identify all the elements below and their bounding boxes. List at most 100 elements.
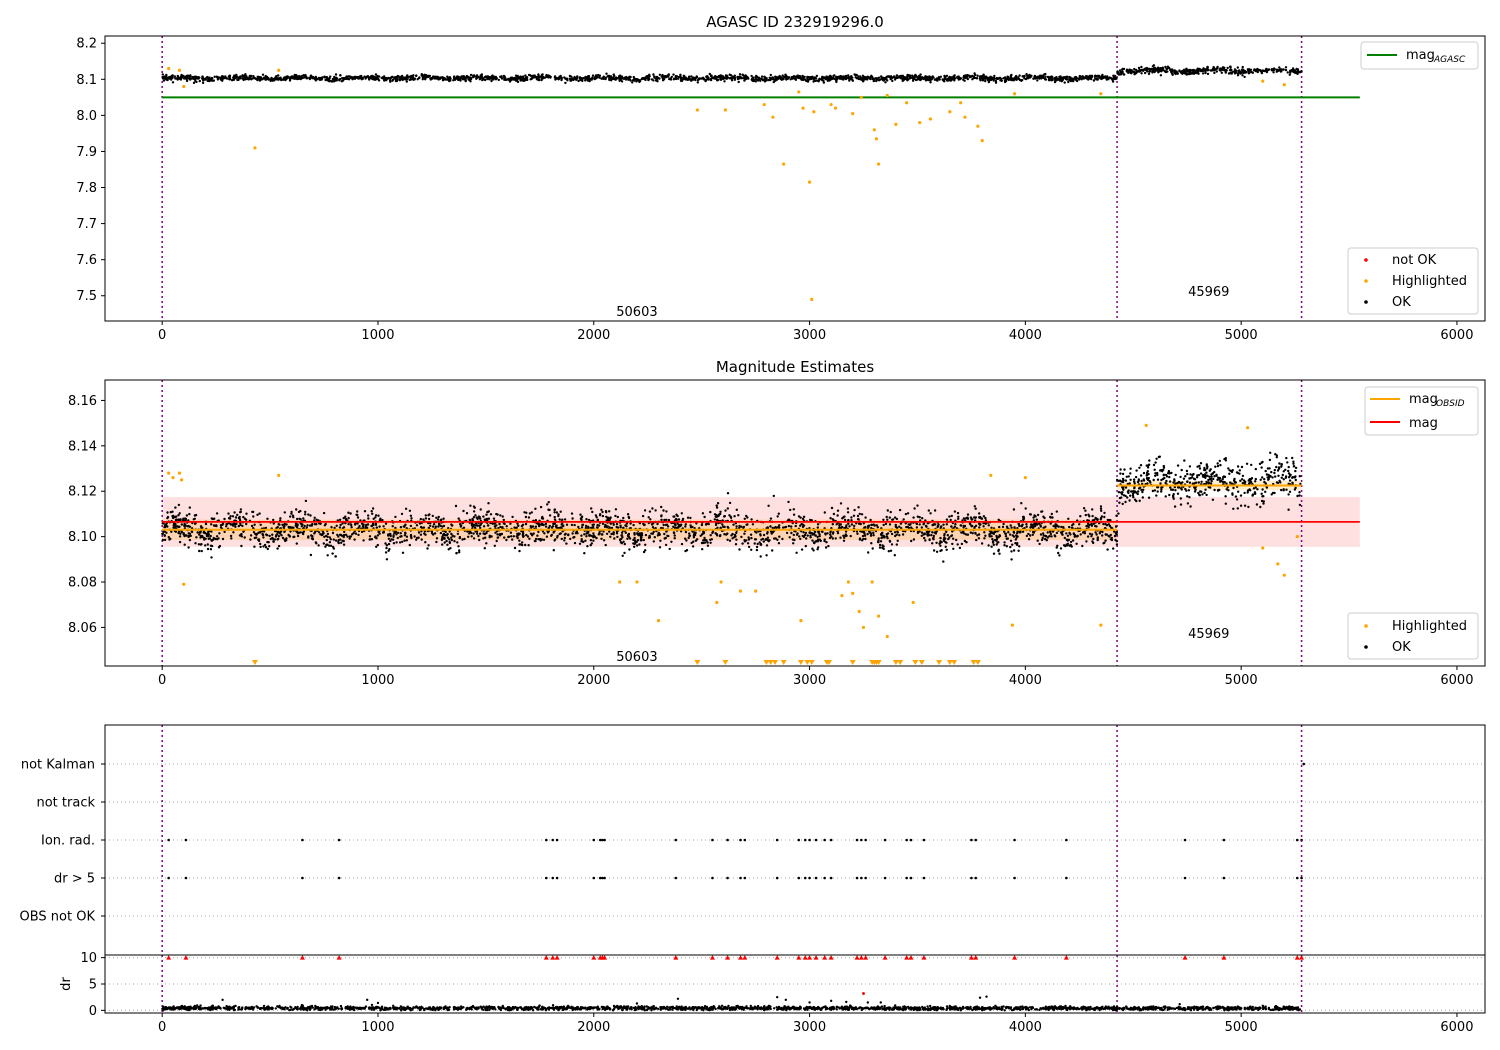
ok-point — [604, 510, 608, 513]
ok-point — [424, 517, 428, 520]
ok-point — [262, 536, 265, 539]
ok-point — [431, 77, 434, 80]
ok-point — [264, 546, 268, 549]
ok-point — [1002, 522, 1005, 526]
ok-point — [970, 518, 973, 521]
ok-point — [1099, 505, 1103, 508]
ok-point — [830, 75, 833, 79]
ok-point — [334, 79, 337, 82]
ok-point — [565, 77, 569, 80]
ok-point — [916, 78, 919, 81]
ok-point — [850, 523, 854, 526]
ok-point — [689, 516, 692, 520]
ok-point — [185, 514, 189, 517]
ok-point — [463, 537, 466, 541]
ok-point — [1067, 538, 1071, 541]
ok-point — [296, 77, 299, 81]
highlighted-point — [874, 137, 879, 141]
ok-point — [629, 79, 632, 82]
ok-point — [1009, 539, 1013, 542]
ok-point — [935, 541, 938, 544]
ok-point — [1147, 72, 1151, 76]
ok-point — [261, 73, 265, 76]
ok-point — [582, 77, 585, 80]
ok-point — [691, 76, 695, 79]
ok-point — [1005, 545, 1008, 548]
ok-point — [263, 543, 267, 547]
ok-point — [216, 538, 219, 541]
ok-point — [788, 76, 791, 79]
ok-point — [569, 79, 572, 82]
ok-point — [399, 532, 402, 535]
ok-point — [983, 531, 986, 534]
ok-point — [581, 523, 584, 527]
ok-point — [759, 77, 763, 80]
ok-point — [1284, 68, 1288, 72]
ok-point — [374, 76, 378, 79]
ok-point — [494, 78, 498, 81]
ok-point — [922, 533, 925, 536]
ok-point — [836, 531, 840, 535]
ok-point — [393, 77, 397, 80]
ok-point — [660, 518, 663, 521]
ok-point — [622, 77, 626, 81]
ok-point — [1233, 68, 1237, 71]
ok-point — [728, 514, 731, 517]
ok-point — [357, 77, 360, 80]
ok-point — [656, 522, 659, 526]
ok-point — [575, 531, 578, 534]
ok-point — [215, 524, 218, 527]
ok-point — [341, 79, 344, 82]
ok-point — [690, 75, 693, 78]
ok-point — [696, 81, 699, 84]
ok-point — [1176, 71, 1179, 74]
ok-point — [261, 78, 264, 81]
ok-point — [429, 524, 432, 527]
ok-point — [831, 532, 835, 535]
ok-point — [814, 77, 818, 80]
ok-point — [1083, 532, 1087, 535]
ok-point — [1063, 536, 1067, 540]
ok-point — [1216, 65, 1219, 69]
ok-point — [332, 547, 335, 550]
ok-point — [929, 81, 932, 84]
ok-point — [218, 544, 222, 548]
ok-point — [869, 534, 873, 537]
ok-point — [413, 77, 416, 80]
ok-point — [1034, 76, 1037, 79]
ok-point — [1017, 77, 1021, 81]
ok-point — [747, 538, 751, 541]
ok-point — [270, 77, 274, 81]
ok-point — [969, 523, 972, 526]
ok-point — [258, 512, 261, 515]
ok-point — [1116, 72, 1119, 75]
ok-point — [858, 75, 862, 78]
ok-point — [563, 533, 567, 536]
ok-point — [626, 513, 630, 516]
ok-point — [539, 505, 543, 509]
ok-point — [308, 76, 311, 80]
ok-point — [507, 535, 510, 539]
ok-point — [992, 532, 996, 535]
ok-point — [451, 534, 454, 537]
ok-point — [728, 77, 731, 80]
ok-point — [178, 76, 182, 80]
ok-point — [879, 540, 883, 543]
ok-point — [792, 513, 796, 516]
ok-point — [718, 534, 722, 538]
ok-point — [745, 523, 748, 526]
ok-point — [367, 517, 370, 520]
ok-point — [523, 79, 526, 82]
ok-point — [1058, 554, 1061, 557]
ok-point — [285, 75, 288, 79]
ok-point — [1064, 77, 1068, 81]
p1-xtick-label: 1000 — [361, 328, 394, 343]
ok-point — [252, 531, 256, 534]
ok-point — [398, 541, 402, 544]
ok-point — [1293, 71, 1297, 74]
ok-point — [177, 503, 181, 507]
ok-point — [346, 75, 350, 78]
ok-point — [503, 75, 506, 78]
ok-point — [199, 536, 202, 539]
ok-point — [234, 77, 237, 80]
